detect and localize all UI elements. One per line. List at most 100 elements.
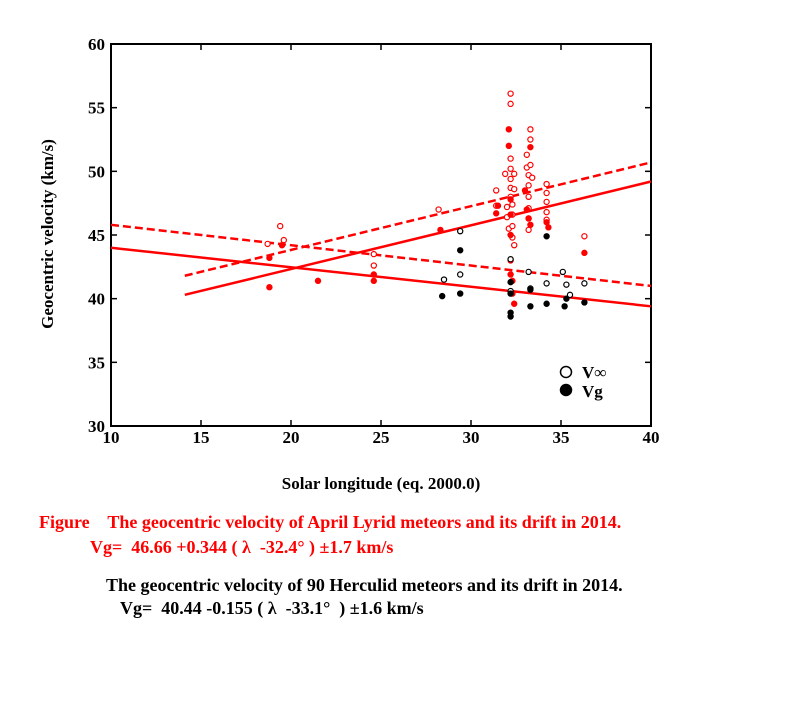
data-point-filled <box>561 303 568 310</box>
caption-herculid-title: The geocentric velocity of 90 Herculid m… <box>106 575 623 595</box>
data-point-filled <box>266 284 273 291</box>
data-point-filled <box>543 300 550 307</box>
data-point-open <box>543 280 550 287</box>
fit-line-solid <box>184 180 652 297</box>
y-axis-title: Geocentric velocity (km/s) <box>38 139 57 329</box>
scatter-chart: 10 15 20 25 30 35 40 30 35 40 45 50 55 60 V∞ Vg Solar… <box>38 35 660 493</box>
data-point-filled <box>493 210 500 217</box>
data-point-filled <box>314 277 322 285</box>
x-axis-title: Solar longitude (eq. 2000.0) <box>282 474 481 493</box>
data-point-filled <box>525 215 532 222</box>
data-point-filled <box>457 247 464 254</box>
data-point-filled <box>507 211 514 218</box>
data-point-open <box>502 170 509 178</box>
data-point-open <box>280 236 287 244</box>
caption-lyrid-title: Figure The geocentric velocity of April … <box>39 512 622 532</box>
data-point-open <box>511 170 518 178</box>
data-point-open <box>511 241 518 249</box>
data-point-filled <box>507 290 514 297</box>
data-point-open <box>503 203 511 211</box>
data-point-open <box>527 126 534 133</box>
x-tick-label: 10 <box>103 428 120 447</box>
data-point-open <box>529 174 536 181</box>
data-point-filled <box>507 231 514 239</box>
data-point-filled <box>545 224 552 231</box>
legend-open-circle-marker <box>559 365 573 379</box>
data-point-filled <box>563 295 570 302</box>
y-tick-label: 55 <box>88 99 105 118</box>
data-point-open <box>440 276 448 283</box>
data-point-open <box>543 180 550 188</box>
data-point-open <box>581 233 588 240</box>
data-point-open <box>509 222 516 230</box>
data-point-filled <box>494 202 502 209</box>
data-point-open <box>511 185 518 193</box>
data-point-filled <box>511 300 518 307</box>
data-point-open <box>543 189 550 197</box>
fit-line-solid <box>110 246 652 308</box>
y-tick-label: 30 <box>88 417 105 436</box>
data-point-open <box>563 281 570 288</box>
data-point-filled <box>266 254 273 262</box>
data-point-open <box>527 161 534 169</box>
caption-herculid-formula: Vg= 40.44 -0.155 ( λ -33.1° ) ±1.6 km/s <box>120 598 424 618</box>
data-point-filled <box>507 271 514 278</box>
data-point-filled <box>581 299 588 306</box>
data-point-filled <box>507 196 514 203</box>
data-point-filled <box>278 241 286 249</box>
data-point-open <box>507 175 514 183</box>
legend-label-vg: Vg <box>582 382 603 401</box>
data-point-open <box>507 255 514 263</box>
data-point-open <box>457 271 464 278</box>
y-tick-label: 35 <box>88 353 105 372</box>
data-point-filled <box>507 313 514 320</box>
data-point-filled <box>527 143 534 151</box>
fit-line-dashed <box>110 223 652 288</box>
y-tick-label: 60 <box>88 35 105 54</box>
x-tick-label: 40 <box>643 428 660 447</box>
x-tick-label: 15 <box>193 428 210 447</box>
data-point-filled <box>527 286 534 293</box>
data-point-filled <box>543 219 550 226</box>
data-point-filled <box>437 226 444 234</box>
data-point-open <box>370 262 377 269</box>
data-point-open <box>507 100 514 108</box>
data-point-open <box>527 136 534 143</box>
data-point-open <box>566 291 574 299</box>
y-tick-label: 40 <box>88 290 105 309</box>
data-point-filled <box>521 187 529 194</box>
x-tick-label: 25 <box>373 428 390 447</box>
data-point-open <box>525 182 532 189</box>
data-point-open <box>370 250 377 258</box>
data-point-open <box>523 151 531 158</box>
data-point-open <box>525 226 532 234</box>
data-point-open <box>493 187 500 194</box>
data-point-open <box>264 240 271 248</box>
data-point-open <box>543 208 550 216</box>
data-point-open <box>277 222 284 230</box>
y-tick-label: 45 <box>88 226 105 245</box>
data-point-filled <box>543 233 550 240</box>
fit-line-dashed <box>184 161 652 277</box>
data-point-open <box>457 227 464 235</box>
x-tick-label: 35 <box>553 428 570 447</box>
data-point-filled <box>507 278 514 286</box>
data-point-filled <box>527 303 534 310</box>
x-tick-label: 30 <box>463 428 480 447</box>
data-point-open <box>435 206 442 213</box>
data-point-filled <box>439 292 446 300</box>
x-tick-label: 20 <box>283 428 300 447</box>
legend-label-vinf: V∞ <box>582 363 606 382</box>
data-point-filled <box>505 142 512 150</box>
data-point-filled <box>527 221 534 229</box>
data-point-open <box>507 90 514 97</box>
data-point-open <box>581 280 588 287</box>
data-point-open <box>559 268 567 276</box>
data-point-open <box>509 201 516 208</box>
data-point-filled <box>370 277 377 285</box>
legend-filled-circle-marker <box>559 383 573 397</box>
caption-lyrid-formula: Vg= 46.66 +0.344 ( λ -32.4° ) ±1.7 km/s <box>90 537 394 557</box>
data-point-filled <box>457 290 464 297</box>
data-point-filled <box>370 271 377 278</box>
data-point-filled <box>523 206 531 213</box>
